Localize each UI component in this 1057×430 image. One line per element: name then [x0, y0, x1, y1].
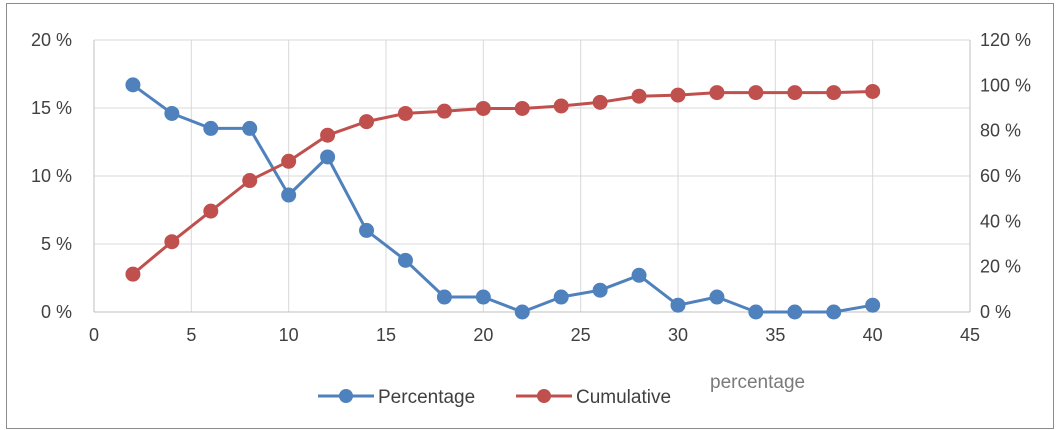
data-point-cumulative: [826, 85, 842, 101]
grid-lines: [93, 39, 971, 313]
data-point-cumulative: [865, 83, 881, 99]
legend: Percentage Cumulative percentage: [318, 372, 805, 408]
data-point-cumulative: [125, 266, 141, 282]
data-point-cumulative: [787, 85, 803, 101]
legend-item-percentage: Percentage: [318, 387, 475, 408]
data-point-percentage: [787, 304, 803, 320]
data-point-cumulative: [320, 127, 336, 143]
data-point-percentage: [164, 105, 180, 121]
x-tick-label: 0: [89, 325, 99, 345]
data-point-cumulative: [553, 98, 569, 114]
data-point-cumulative: [592, 94, 608, 110]
data-point-percentage: [320, 149, 336, 165]
y-left-tick-label: 5 %: [41, 234, 72, 254]
series-line-percentage: [132, 83, 873, 314]
y-left-tick-label: 10 %: [31, 166, 72, 186]
data-point-cumulative: [203, 203, 219, 219]
y-right-tick-label: 100 %: [980, 75, 1031, 95]
y-right-tick-label: 20 %: [980, 257, 1021, 277]
y-right-tick-label: 40 %: [980, 211, 1021, 231]
data-point-percentage: [748, 304, 764, 320]
x-tick-label: 30: [668, 325, 688, 345]
legend-item-cumulative: Cumulative: [516, 387, 671, 408]
data-point-cumulative: [670, 87, 686, 103]
series-percentage: [125, 77, 881, 320]
y-right-tick-label: 120 %: [980, 30, 1031, 50]
data-point-cumulative: [748, 85, 764, 101]
data-point-percentage: [359, 222, 375, 238]
y-left-tick-label: 15 %: [31, 98, 72, 118]
data-point-percentage: [592, 282, 608, 298]
data-point-cumulative: [436, 103, 452, 119]
chart-frame: [6, 3, 1054, 429]
data-point-percentage: [631, 267, 647, 283]
y-right-tick-label: 0 %: [980, 302, 1011, 322]
series-cumulative: [125, 83, 881, 282]
x-tick-label: 5: [186, 325, 196, 345]
x-tick-label: 45: [960, 325, 980, 345]
y-left-tick-label: 20 %: [31, 30, 72, 50]
legend-marker: [339, 389, 353, 403]
data-point-percentage: [670, 297, 686, 313]
data-point-percentage: [475, 289, 491, 305]
data-point-percentage: [397, 252, 413, 268]
y-left-tick-label: 0 %: [41, 302, 72, 322]
data-point-percentage: [514, 304, 530, 320]
data-point-percentage: [203, 120, 219, 136]
axes: 0 %5 %10 %15 %20 %0 %20 %40 %60 %80 %100…: [31, 30, 1031, 345]
data-point-percentage: [436, 289, 452, 305]
data-point-cumulative: [359, 114, 375, 130]
x-tick-label: 10: [279, 325, 299, 345]
data-point-cumulative: [709, 85, 725, 101]
data-point-percentage: [865, 297, 881, 313]
x-tick-label: 40: [863, 325, 883, 345]
data-point-percentage: [709, 289, 725, 305]
data-point-cumulative: [397, 105, 413, 121]
data-point-percentage: [553, 289, 569, 305]
legend-extra-label: percentage: [710, 372, 805, 393]
data-point-percentage: [125, 77, 141, 93]
data-point-cumulative: [242, 173, 258, 189]
legend-label: Percentage: [378, 387, 475, 408]
data-point-cumulative: [164, 234, 180, 250]
x-tick-label: 20: [473, 325, 493, 345]
data-point-cumulative: [475, 100, 491, 116]
x-tick-label: 15: [376, 325, 396, 345]
x-tick-label: 35: [765, 325, 785, 345]
legend-label: Cumulative: [576, 387, 671, 408]
data-point-cumulative: [631, 88, 647, 104]
y-right-tick-label: 80 %: [980, 121, 1021, 141]
y-right-tick-label: 60 %: [980, 166, 1021, 186]
legend-marker: [537, 389, 551, 403]
x-tick-label: 25: [571, 325, 591, 345]
data-point-percentage: [826, 304, 842, 320]
data-point-cumulative: [514, 100, 530, 116]
data-point-cumulative: [281, 153, 297, 169]
series-layer: [125, 77, 881, 320]
data-point-percentage: [281, 187, 297, 203]
data-point-percentage: [242, 120, 258, 136]
